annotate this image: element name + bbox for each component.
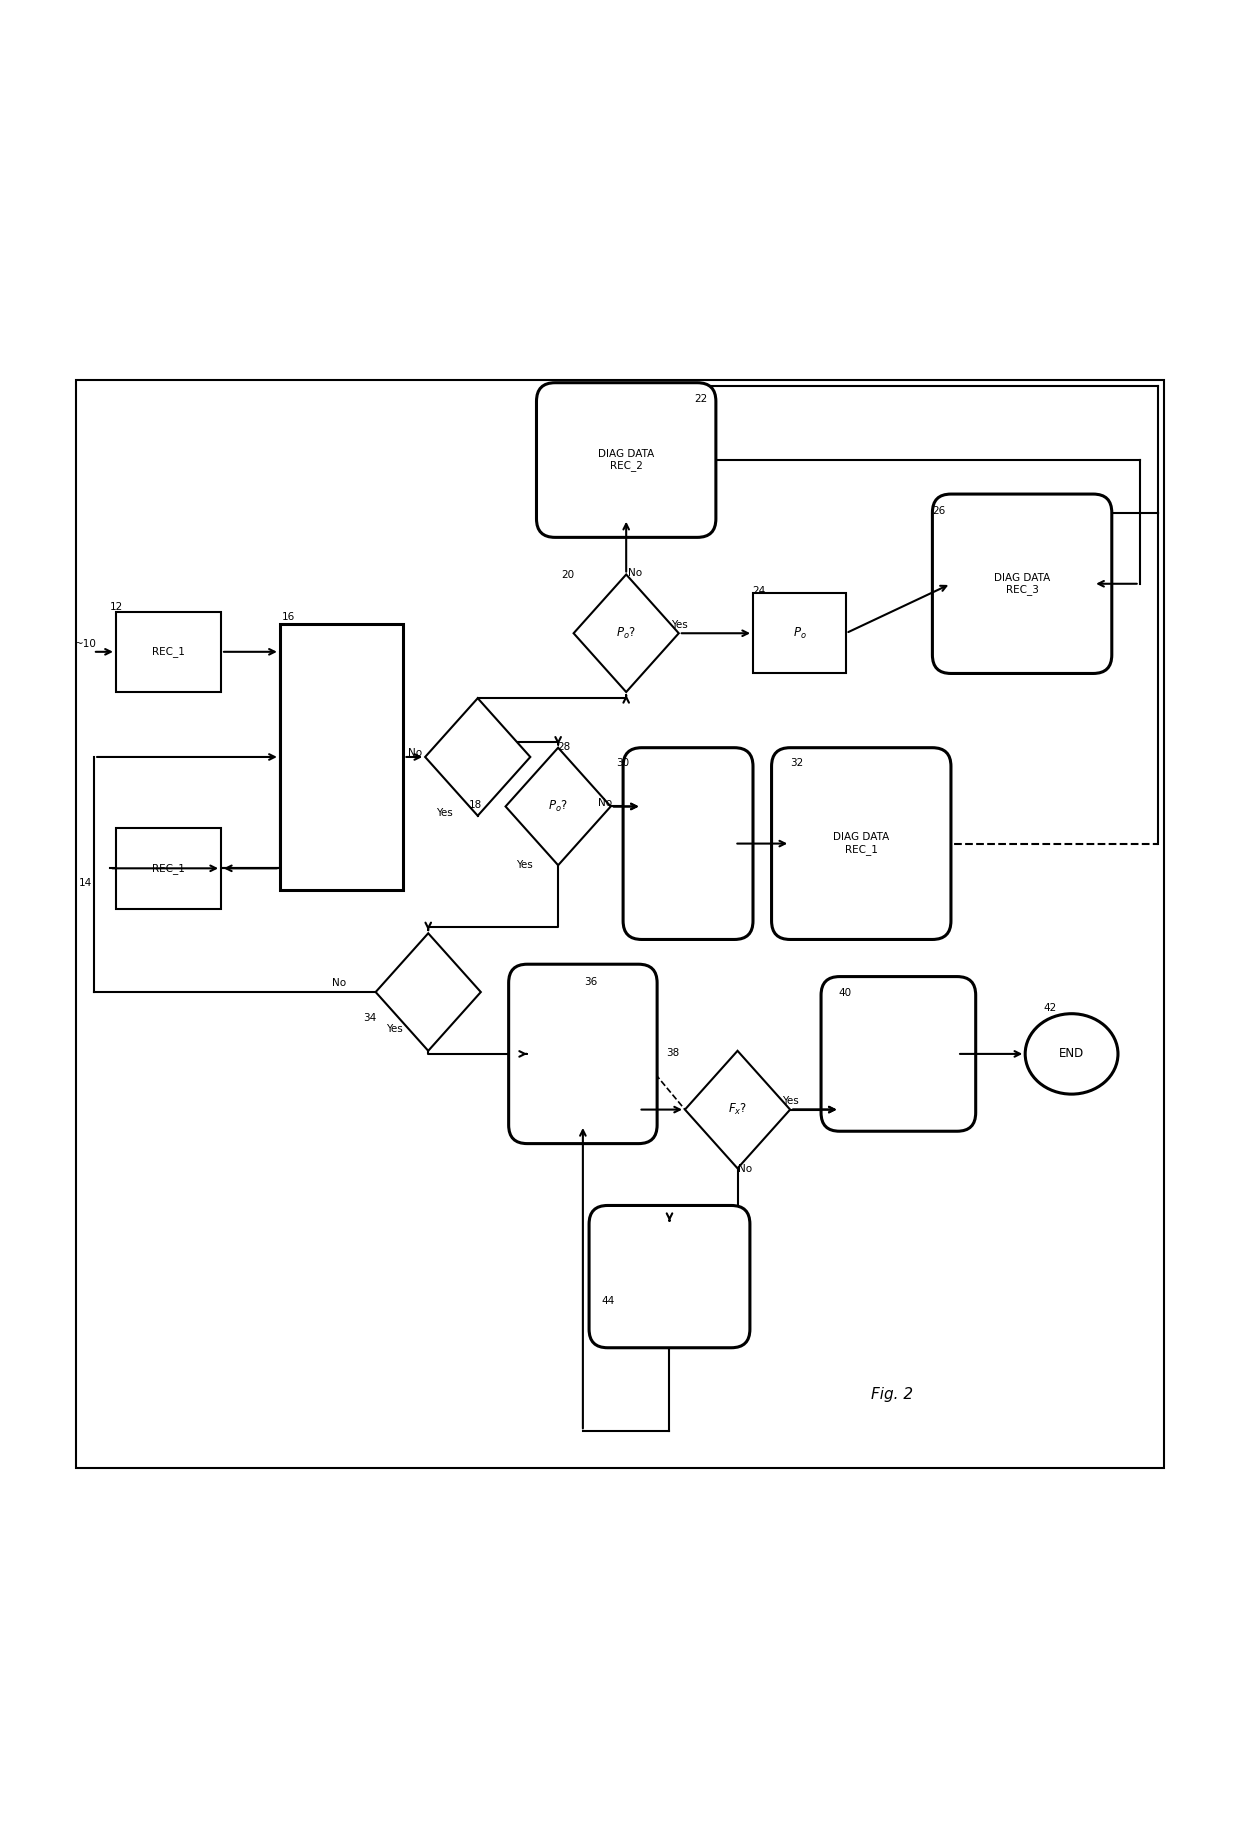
FancyBboxPatch shape bbox=[589, 1205, 750, 1347]
FancyBboxPatch shape bbox=[115, 828, 221, 909]
Text: ~10: ~10 bbox=[74, 639, 97, 649]
FancyBboxPatch shape bbox=[821, 976, 976, 1131]
Polygon shape bbox=[425, 699, 531, 815]
FancyBboxPatch shape bbox=[76, 379, 1164, 1469]
Text: No: No bbox=[408, 748, 422, 758]
Text: Yes: Yes bbox=[782, 1096, 799, 1105]
Text: Yes: Yes bbox=[387, 1024, 403, 1035]
Text: No: No bbox=[627, 567, 642, 578]
Text: $P_o$: $P_o$ bbox=[792, 626, 806, 641]
Text: 40: 40 bbox=[838, 989, 852, 998]
FancyBboxPatch shape bbox=[280, 625, 403, 891]
FancyBboxPatch shape bbox=[622, 748, 753, 939]
Text: 38: 38 bbox=[667, 1048, 680, 1057]
Text: END: END bbox=[1059, 1048, 1084, 1061]
Text: 36: 36 bbox=[584, 978, 596, 987]
Text: 24: 24 bbox=[751, 586, 765, 597]
Text: DIAG DATA
REC_2: DIAG DATA REC_2 bbox=[598, 449, 655, 471]
Text: No: No bbox=[598, 798, 613, 808]
Text: 32: 32 bbox=[790, 758, 804, 769]
Text: $P_o$?: $P_o$? bbox=[616, 626, 636, 641]
FancyBboxPatch shape bbox=[537, 383, 715, 538]
Text: REC_1: REC_1 bbox=[153, 647, 185, 658]
Ellipse shape bbox=[1025, 1015, 1118, 1094]
FancyBboxPatch shape bbox=[508, 965, 657, 1144]
FancyBboxPatch shape bbox=[771, 748, 951, 939]
Text: 12: 12 bbox=[110, 602, 123, 612]
Text: 20: 20 bbox=[562, 569, 574, 580]
Text: 30: 30 bbox=[616, 758, 629, 769]
Text: DIAG DATA
REC_1: DIAG DATA REC_1 bbox=[833, 832, 889, 856]
Polygon shape bbox=[506, 748, 611, 865]
Text: REC_1: REC_1 bbox=[153, 863, 185, 874]
Polygon shape bbox=[574, 575, 678, 691]
Text: 22: 22 bbox=[694, 394, 707, 405]
Text: $F_x$?: $F_x$? bbox=[728, 1101, 748, 1118]
Text: DIAG DATA
REC_3: DIAG DATA REC_3 bbox=[994, 573, 1050, 595]
Polygon shape bbox=[684, 1052, 790, 1168]
Text: Yes: Yes bbox=[436, 808, 453, 817]
Text: No: No bbox=[332, 978, 346, 989]
Text: 34: 34 bbox=[363, 1013, 377, 1024]
Text: 42: 42 bbox=[1044, 1003, 1058, 1013]
Text: 16: 16 bbox=[281, 612, 295, 623]
Text: 44: 44 bbox=[601, 1295, 614, 1307]
Text: 28: 28 bbox=[558, 743, 570, 752]
FancyBboxPatch shape bbox=[932, 493, 1112, 673]
Text: Yes: Yes bbox=[671, 619, 688, 630]
Polygon shape bbox=[376, 933, 481, 1052]
Text: 14: 14 bbox=[79, 878, 92, 889]
Text: 26: 26 bbox=[932, 506, 946, 516]
Text: No: No bbox=[738, 1164, 751, 1173]
FancyBboxPatch shape bbox=[115, 612, 221, 691]
Text: Fig. 2: Fig. 2 bbox=[872, 1386, 913, 1401]
Text: $P_o$?: $P_o$? bbox=[548, 798, 568, 813]
Text: Yes: Yes bbox=[516, 859, 533, 870]
Text: 18: 18 bbox=[469, 800, 482, 809]
FancyBboxPatch shape bbox=[753, 593, 846, 673]
